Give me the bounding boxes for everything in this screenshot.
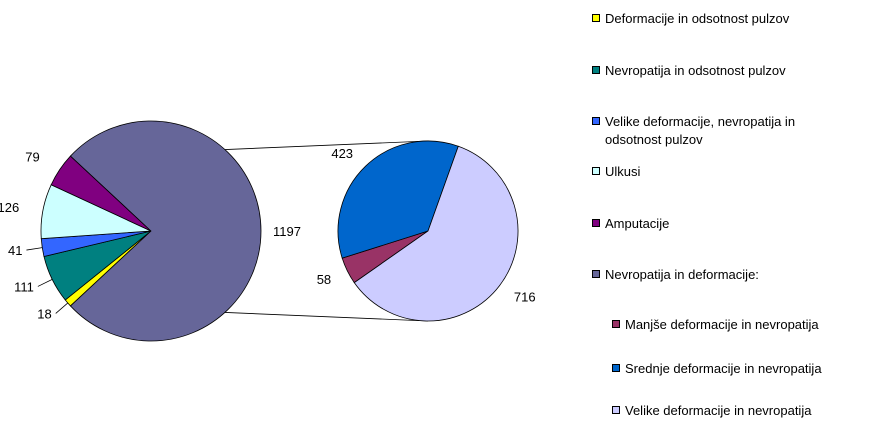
data-label: 79 [25, 149, 39, 164]
label-leader-line [26, 247, 43, 251]
data-label: 18 [37, 306, 51, 321]
data-label: 423 [331, 146, 353, 161]
label-leader-line [55, 302, 69, 314]
pie-slice [337, 140, 459, 259]
pie-slice [353, 145, 519, 322]
main-pie [40, 120, 262, 342]
pie-slice [69, 120, 262, 342]
label-leader-line [37, 279, 53, 287]
data-label: 716 [514, 289, 536, 304]
data-label: 41 [8, 243, 22, 258]
data-label: 126 [0, 200, 19, 215]
data-label: 58 [317, 272, 331, 287]
secondary-pie [337, 140, 519, 322]
data-label: 111 [14, 279, 34, 294]
data-label: 1197 [273, 224, 301, 239]
